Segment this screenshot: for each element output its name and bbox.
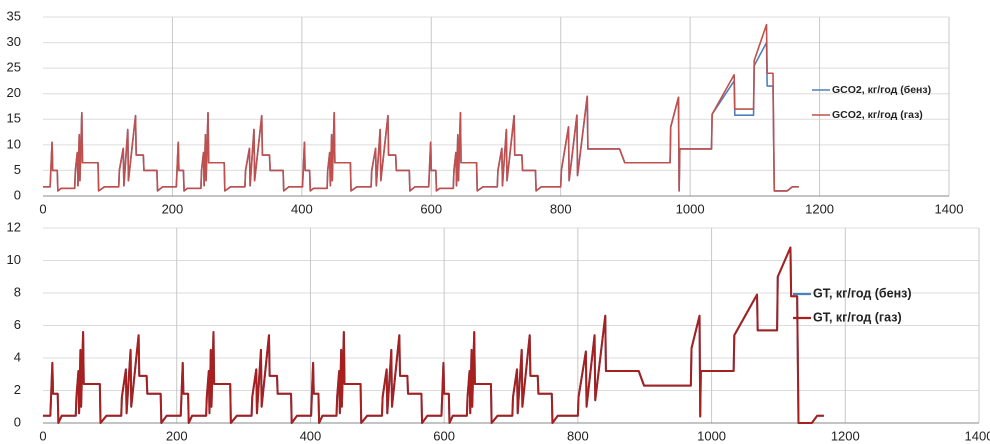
x-tick-label: 1200 xyxy=(805,201,834,216)
x-tick-label: 200 xyxy=(162,201,184,216)
x-tick-label: 600 xyxy=(433,428,455,443)
x-tick-label: 1000 xyxy=(697,428,726,443)
x-tick-label: 800 xyxy=(550,201,572,216)
y-tick-label: 8 xyxy=(14,284,21,299)
y-tick-label: 25 xyxy=(7,60,21,75)
y-tick-label: 0 xyxy=(14,414,21,429)
series-line xyxy=(43,246,824,424)
legend-label: GCO2, кг/год (газ) xyxy=(832,109,923,121)
x-tick-label: 400 xyxy=(300,428,322,443)
x-tick-label: 0 xyxy=(39,201,46,216)
y-tick-label: 0 xyxy=(14,187,21,202)
y-tick-label: 10 xyxy=(7,252,21,267)
y-tick-label: 4 xyxy=(14,349,21,364)
legend-label: GT, кг/год (бенз) xyxy=(813,286,912,300)
series-line xyxy=(43,23,799,192)
y-tick-label: 2 xyxy=(14,382,21,397)
y-tick-label: 10 xyxy=(7,136,21,151)
legend-label: GCO2, кг/год (бенз) xyxy=(832,84,931,96)
x-tick-label: 600 xyxy=(420,201,442,216)
x-tick-label: 1400 xyxy=(935,201,964,216)
x-tick-label: 1000 xyxy=(676,201,705,216)
y-tick-label: 20 xyxy=(7,85,21,100)
y-tick-label: 30 xyxy=(7,34,21,49)
y-tick-label: 12 xyxy=(7,219,21,234)
x-tick-label: 1200 xyxy=(831,428,860,443)
y-tick-label: 35 xyxy=(7,8,21,23)
x-tick-label: 0 xyxy=(39,428,46,443)
legend-label: GT, кг/год (газ) xyxy=(813,310,902,324)
y-tick-label: 5 xyxy=(14,162,21,177)
y-tick-label: 15 xyxy=(7,111,21,126)
x-tick-label: 1400 xyxy=(965,428,990,443)
series-line xyxy=(43,41,799,192)
x-tick-label: 400 xyxy=(291,201,313,216)
y-tick-label: 6 xyxy=(14,317,21,332)
x-tick-label: 200 xyxy=(166,428,188,443)
x-tick-label: 800 xyxy=(567,428,589,443)
